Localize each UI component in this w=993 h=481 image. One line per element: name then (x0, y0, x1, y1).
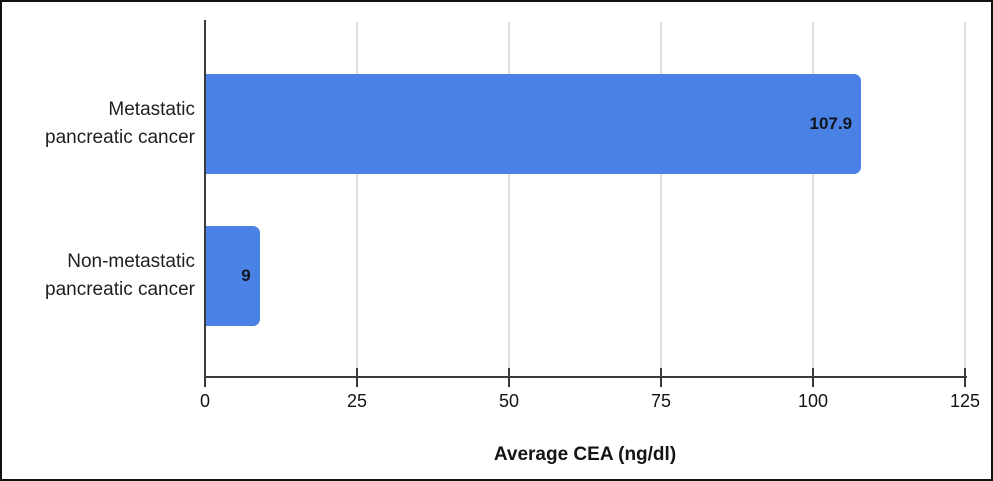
gridline-x-25 (356, 22, 358, 377)
x-tick-125 (964, 368, 966, 387)
category-label-line: pancreatic cancer (45, 127, 195, 148)
x-tick-label-100: 100 (797, 391, 829, 411)
gridline-x-100 (812, 22, 814, 377)
x-tick-label-25: 25 (346, 391, 368, 411)
x-tick-label-50: 50 (498, 391, 520, 411)
gridline-x-50 (508, 22, 510, 377)
plot-area (205, 22, 966, 377)
category-label-0: Metastatic pancreatic cancer (2, 96, 195, 152)
x-tick-50 (508, 368, 510, 387)
category-label-1: Non-metastatic pancreatic cancer (2, 248, 195, 304)
x-tick-label-75: 75 (650, 391, 672, 411)
x-tick-label-125: 125 (949, 391, 981, 411)
category-label-line: Metastatic (108, 99, 195, 120)
bar-value-label: 9 (241, 266, 251, 285)
x-tick-0 (204, 368, 206, 387)
gridline-x-75 (660, 22, 662, 377)
bar-value-label: 107.9 (809, 114, 853, 133)
x-tick-100 (812, 368, 814, 387)
y-axis-line (204, 20, 206, 387)
x-axis-title: Average CEA (ng/dl) (493, 444, 677, 465)
bar-0: 107.9 (206, 74, 862, 174)
category-label-line: Non-metastatic (67, 251, 195, 272)
category-label-line: pancreatic cancer (45, 279, 195, 300)
bar-1: 9 (206, 226, 260, 326)
x-axis-line (204, 376, 967, 378)
gridline-x-125 (964, 22, 966, 377)
x-tick-label-0: 0 (199, 391, 210, 411)
x-tick-25 (356, 368, 358, 387)
x-tick-75 (660, 368, 662, 387)
